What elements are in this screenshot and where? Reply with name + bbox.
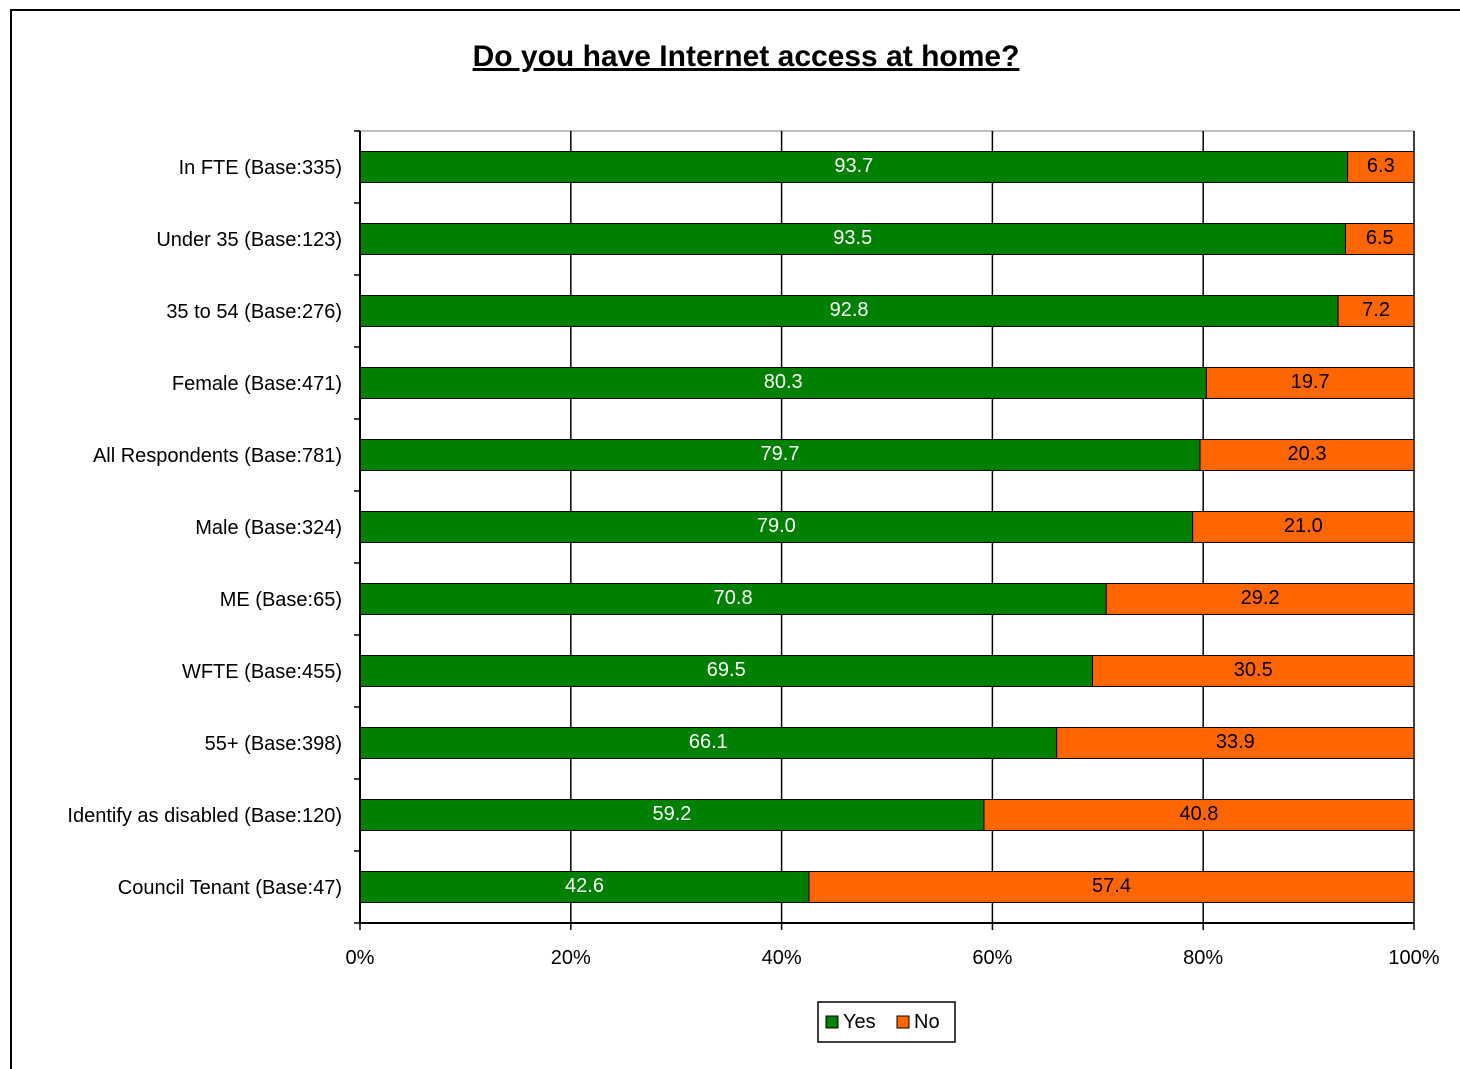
bar-no: [1205, 367, 1415, 399]
data-label-yes: 93.5: [833, 227, 872, 249]
axes: 0% 20% 40% 60% 80% 100%: [346, 130, 1440, 969]
data-label-yes: 93.7: [834, 155, 873, 177]
legend-swatch-yes: [825, 1015, 839, 1029]
data-label-no: 6.5: [1366, 227, 1394, 249]
data-label-no: 29.2: [1241, 587, 1280, 609]
bar-no: [1092, 655, 1415, 687]
bar-no: [808, 871, 1415, 903]
bar-yes: [359, 655, 1094, 687]
bar-yes: [359, 367, 1207, 399]
legend-label-yes: Yes: [843, 1011, 876, 1033]
data-label-no: 6.3: [1367, 155, 1395, 177]
data-label-no: 57.4: [1092, 875, 1131, 897]
legend-swatch-no: [896, 1015, 910, 1029]
bar-yes: [359, 799, 985, 831]
labels: In FTE (Base:335) 93.7 6.3 Under 35 (Base:1…: [67, 155, 1394, 899]
bar-no: [1347, 151, 1415, 183]
x-tick-label: 80%: [1183, 947, 1223, 969]
category-label: ME (Base:65): [220, 589, 342, 611]
legend-label-no: No: [914, 1011, 940, 1033]
category-label: WFTE (Base:455): [182, 661, 342, 683]
data-label-yes: 79.7: [761, 443, 800, 465]
bar-yes: [359, 511, 1194, 543]
x-tick-label: 100%: [1388, 947, 1439, 969]
bar-no: [1199, 439, 1415, 471]
category-label: Under 35 (Base:123): [156, 229, 342, 251]
data-label-no: 20.3: [1288, 443, 1327, 465]
category-label: All Respondents (Base:781): [93, 445, 342, 467]
bar-no: [1056, 727, 1415, 759]
bar-no: [983, 799, 1415, 831]
data-label-yes: 92.8: [830, 299, 869, 321]
data-label-yes: 80.3: [764, 371, 803, 393]
data-label-yes: 59.2: [653, 803, 692, 825]
legend-box: [817, 1001, 956, 1043]
data-label-yes: 69.5: [707, 659, 746, 681]
x-tick-label: 40%: [762, 947, 802, 969]
bar-no: [1344, 223, 1415, 255]
category-label: In FTE (Base:335): [179, 157, 342, 179]
bar-yes: [359, 295, 1339, 327]
bar-no: [1192, 511, 1415, 543]
category-label: Council Tenant (Base:47): [118, 877, 342, 899]
category-label: Female (Base:471): [172, 373, 342, 395]
category-label: Male (Base:324): [195, 517, 342, 539]
bar-no: [1337, 295, 1415, 327]
bar-yes: [359, 151, 1349, 183]
bar-yes: [359, 439, 1201, 471]
category-label: Identify as disabled (Base:120): [67, 805, 342, 827]
legend: Yes No: [817, 1001, 956, 1043]
data-label-no: 33.9: [1216, 731, 1255, 753]
data-label-no: 40.8: [1180, 803, 1219, 825]
data-label-yes: 42.6: [565, 875, 604, 897]
data-label-no: 21.0: [1284, 515, 1323, 537]
chart-title: Do you have Internet access at home?: [472, 40, 1020, 73]
data-label-no: 30.5: [1234, 659, 1273, 681]
data-label-yes: 66.1: [689, 731, 728, 753]
x-tick-label: 20%: [551, 947, 591, 969]
bar-yes: [359, 583, 1107, 615]
bars: [359, 151, 1415, 903]
x-tick-label: 0%: [346, 947, 375, 969]
data-label-no: 19.7: [1291, 371, 1330, 393]
bar-yes: [359, 871, 810, 903]
data-label-yes: 79.0: [757, 515, 796, 537]
chart-frame: [10, 9, 1460, 1069]
category-label: 55+ (Base:398): [205, 733, 342, 755]
category-label: 35 to 54 (Base:276): [166, 301, 342, 323]
bar-no: [1105, 583, 1415, 615]
data-label-no: 7.2: [1362, 299, 1390, 321]
x-tick-label: 60%: [972, 947, 1012, 969]
data-label-yes: 70.8: [714, 587, 753, 609]
